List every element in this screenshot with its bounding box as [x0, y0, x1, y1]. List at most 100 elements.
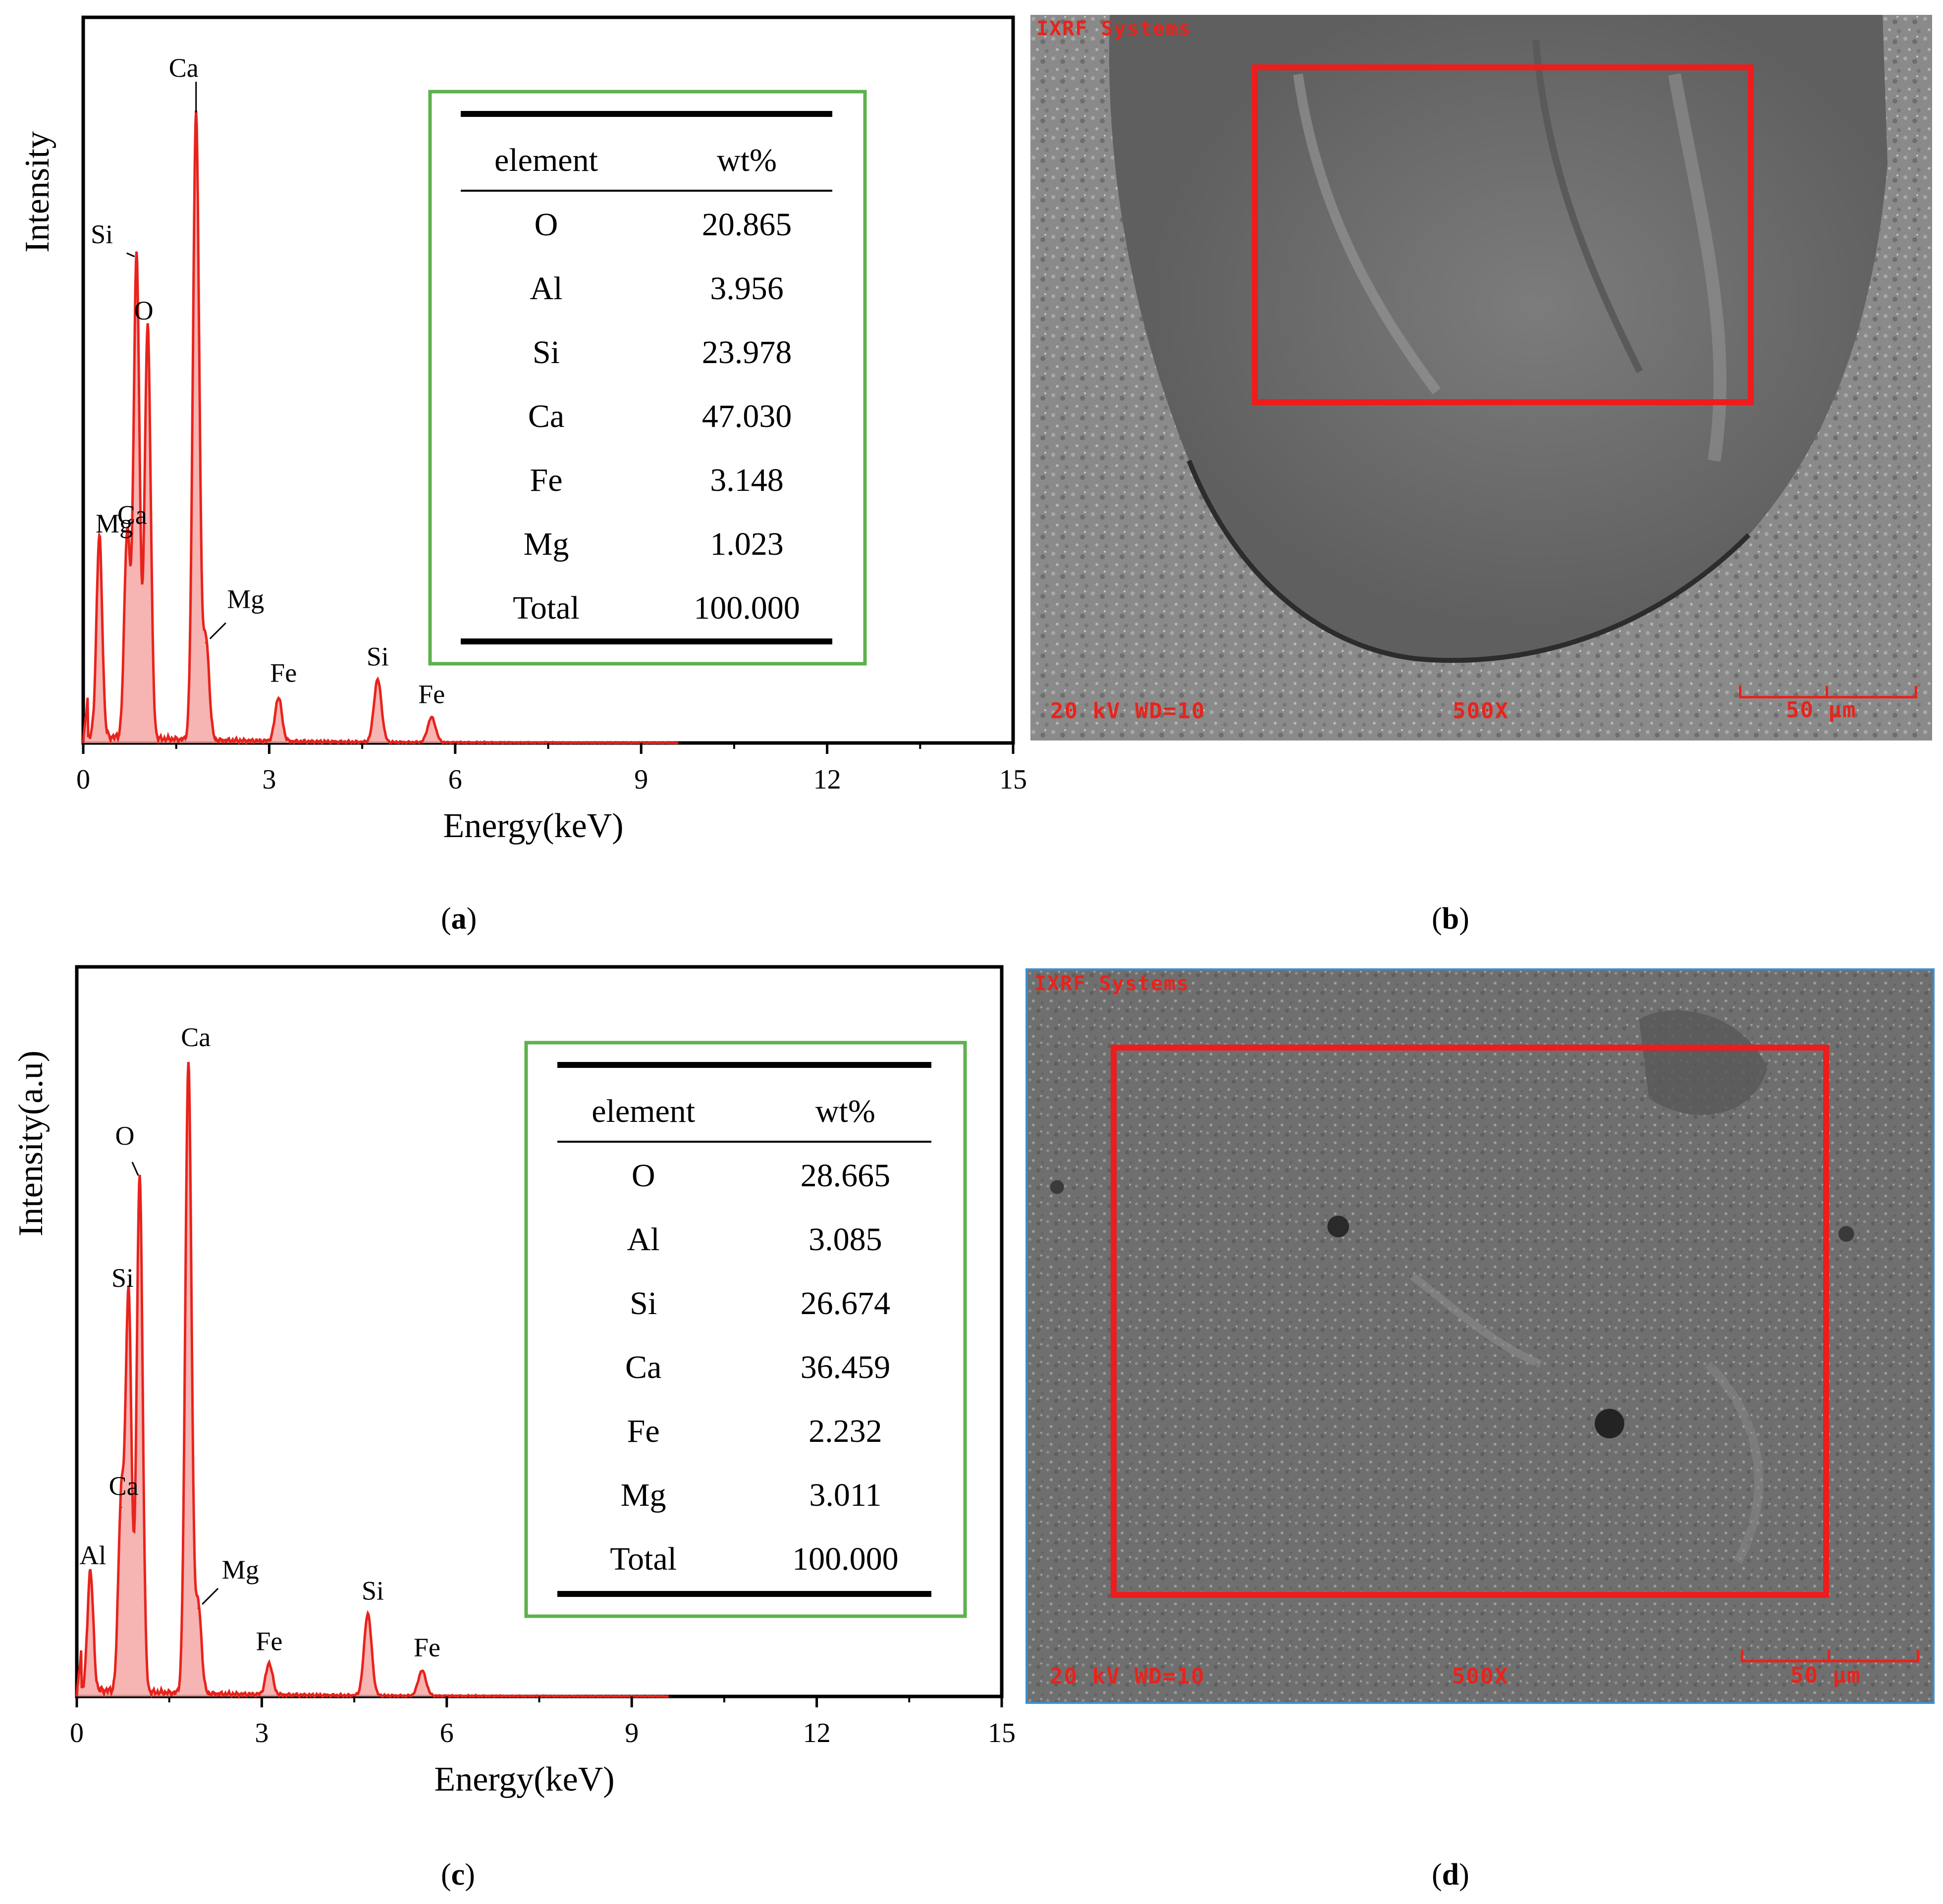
table-cell-wt: 36.459 [801, 1349, 891, 1385]
table-cell-wt: 1.023 [710, 526, 784, 562]
sem-header-d: IXRF Systems [1034, 972, 1189, 995]
x-tick-label: 3 [255, 1718, 269, 1748]
scale-bar-b [1739, 696, 1917, 698]
scale-tick-b3 [1915, 686, 1917, 698]
peak-point-si [127, 1298, 130, 1301]
table-header-element: element [592, 1093, 695, 1129]
x-tick-label: 3 [262, 764, 276, 795]
composition-table-c [524, 1041, 967, 1618]
x-axis-label: Energy(keV) [443, 807, 623, 845]
x-tick-label: 0 [70, 1718, 84, 1748]
peak-point-si [377, 679, 379, 682]
sem-mag-d: 500X [1452, 1664, 1509, 1689]
peak-label-si: Si [111, 1263, 134, 1293]
peak-point-si [367, 1613, 369, 1616]
table-cell-element: Si [630, 1285, 657, 1322]
table-cell-element: Mg [621, 1477, 666, 1513]
peak-point-ca [126, 535, 128, 537]
peak-point-ca [187, 1065, 190, 1067]
roi-box-d [1111, 1045, 1829, 1598]
composition-table-a [428, 90, 867, 666]
table-cell-wt: 47.030 [702, 398, 792, 434]
peak-label-ca: Ca [109, 1471, 139, 1501]
table-cell-element: O [535, 207, 558, 243]
peak-point-ca [120, 1506, 122, 1509]
peak-label-fe: Fe [414, 1633, 440, 1662]
peak-label-o: O [134, 296, 154, 325]
x-tick-label: 12 [803, 1718, 831, 1748]
x-tick-label: 9 [634, 764, 648, 795]
peak-point-fe [431, 717, 433, 719]
x-tick-label: 6 [440, 1718, 454, 1748]
scale-tick-d3 [1917, 1650, 1919, 1662]
table-header-wt: wt% [815, 1093, 875, 1129]
peak-label-mg: Mg [222, 1555, 259, 1585]
peak-point-fe [268, 1664, 270, 1666]
peak-point-fe [421, 1670, 424, 1673]
peak-label-fe: Fe [256, 1626, 282, 1656]
table-cell-element: Total [610, 1541, 677, 1577]
peak-label-si: Si [362, 1576, 384, 1606]
peak-label-o: O [115, 1121, 134, 1151]
scale-tick-d1 [1741, 1650, 1743, 1662]
sem-texture-d [1027, 970, 1933, 1702]
table-cell-wt: 3.956 [710, 270, 784, 307]
peak-point-fe [277, 698, 280, 700]
peak-point-mg [197, 1607, 200, 1609]
peak-label-al: Al [79, 1540, 106, 1570]
caption-d: (d) [1432, 1858, 1469, 1892]
peak-arrow-o [131, 1162, 139, 1176]
table-cell-wt: 3.085 [809, 1221, 882, 1258]
sem-header-b: IXRF Systems [1036, 17, 1191, 40]
table-cell-wt: 28.665 [801, 1158, 891, 1194]
y-axis-label: Intensity [18, 131, 56, 253]
scale-tick-b1 [1739, 686, 1741, 698]
x-axis-label: Energy(keV) [434, 1760, 614, 1798]
spectrum-fill-c [77, 1062, 669, 1696]
sem-image-b: IXRF Systems 20 kV WD=10 500X 50 μm [1030, 15, 1932, 740]
x-tick-label: 9 [625, 1718, 639, 1748]
x-tick-label: 15 [999, 764, 1027, 795]
sem-scale-b: 50 μm [1786, 697, 1857, 723]
sem-mag-b: 500X [1453, 698, 1509, 724]
table-cell-element: Fe [627, 1413, 660, 1449]
table-cell-wt: 2.232 [809, 1413, 882, 1449]
table-cell-wt: 23.978 [702, 334, 792, 370]
y-axis-label: Intensity(a.u) [12, 1051, 50, 1236]
peak-point-o [147, 328, 149, 331]
scale-tick-b2 [1826, 686, 1828, 698]
x-tick-label: 12 [813, 764, 841, 795]
peak-point-si [135, 259, 138, 262]
x-tick-label: 0 [76, 764, 90, 795]
table-cell-element: Fe [530, 462, 563, 498]
table-cell-wt: 26.674 [801, 1285, 891, 1322]
peak-label-ca: Ca [169, 53, 199, 83]
sem-kv-d: 20 kV WD=10 [1050, 1664, 1205, 1689]
table-header-wt: wt% [717, 142, 777, 178]
peak-label-si: Si [91, 219, 113, 249]
peak-label-fe: Fe [270, 658, 297, 688]
table-cell-wt: 20.865 [702, 207, 792, 243]
table-cell-element: Ca [625, 1349, 661, 1385]
table-cell-element: Al [530, 270, 563, 307]
caption-c: (c) [441, 1858, 475, 1892]
peak-point-mg [98, 541, 101, 544]
table-cell-element: O [632, 1158, 655, 1194]
table-cell-element: Al [627, 1221, 660, 1258]
peak-label-si: Si [367, 642, 389, 672]
peak-arrow-mg [202, 1587, 219, 1605]
spectrum-line-a [82, 110, 679, 746]
table-cell-element: Mg [524, 526, 569, 562]
eds-spectrum-c: Ca O Si Ca Al Mg Fe Si Fe 0 3 6 9 12 15 Energy(keV) Inte… [12, 965, 1016, 1798]
table-cell-wt: 3.148 [710, 462, 784, 498]
caption-b: (b) [1432, 902, 1469, 936]
peak-point-mg [205, 641, 207, 644]
peak-label-mg: Mg [96, 509, 133, 538]
table-cell-element: Si [533, 334, 560, 370]
table-cell-wt: 100.000 [792, 1541, 899, 1577]
roi-box-b [1252, 64, 1754, 405]
table-cell-element: Total [513, 590, 580, 626]
spectrum-line-c [75, 1061, 669, 1699]
peak-label-ca: Ca [117, 500, 147, 530]
